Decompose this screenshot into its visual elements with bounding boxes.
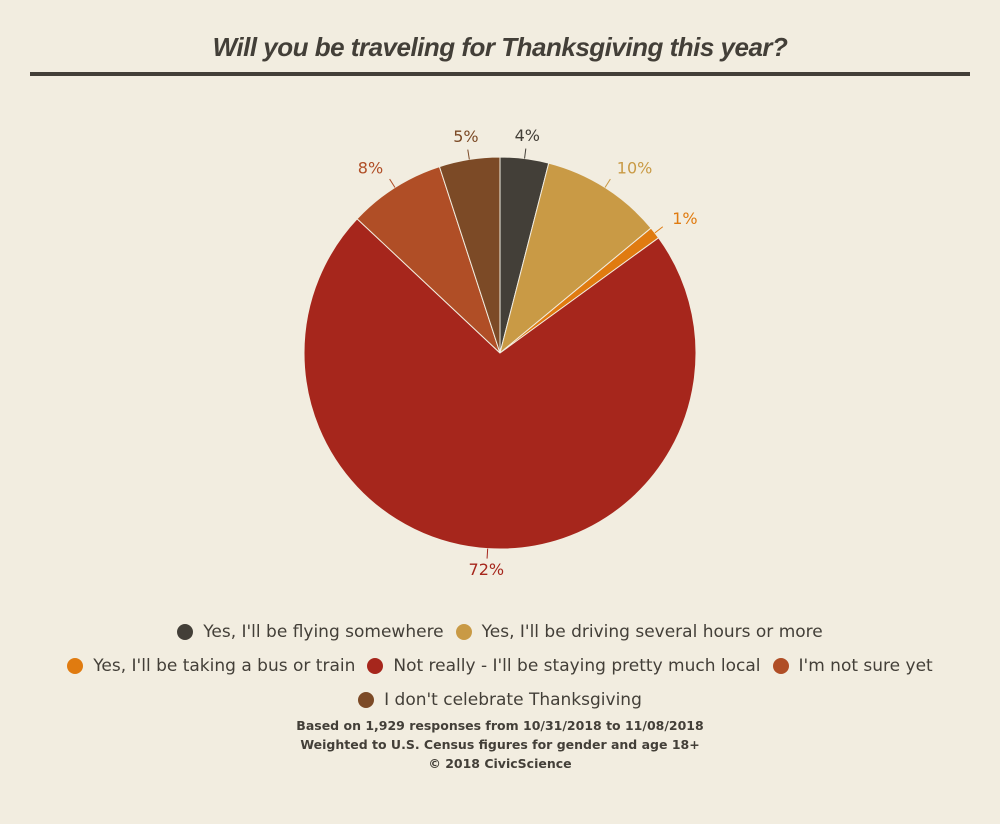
leader-line xyxy=(524,148,527,159)
legend-label: I don't celebrate Thanksgiving xyxy=(384,690,642,710)
legend-marker xyxy=(772,658,789,674)
legend-item: Yes, I'll be driving several hours or mo… xyxy=(455,622,823,642)
legend-marker xyxy=(367,658,384,674)
legend-marker xyxy=(358,692,375,708)
pie-slice xyxy=(499,162,652,355)
pie-slice xyxy=(438,156,501,354)
legend-item: Yes, I'll be taking a bus or train xyxy=(67,656,355,676)
legend-label: Yes, I'll be flying somewhere xyxy=(203,622,444,642)
leader-line xyxy=(467,149,470,160)
footnote: © 2018 CivicScience xyxy=(428,756,572,771)
footnotes: Based on 1,929 responses from 10/31/2018… xyxy=(0,716,1000,773)
legend-item: I'm not sure yet xyxy=(772,656,933,676)
legend-item: Yes, I'll be flying somewhere xyxy=(177,622,444,642)
legend-marker xyxy=(177,624,194,640)
legend-marker xyxy=(67,658,84,674)
pie-slice xyxy=(303,218,697,550)
legend-label: Not really - I'll be staying pretty much… xyxy=(393,656,761,676)
leader-line xyxy=(486,548,489,559)
legend-marker xyxy=(455,624,472,640)
data-label: 4% xyxy=(515,126,540,145)
data-label: 72% xyxy=(469,560,505,579)
leader-line xyxy=(604,178,611,188)
legend: Yes, I'll be flying somewhere Yes, I'll b… xyxy=(40,622,960,710)
pie-slice xyxy=(356,165,501,354)
footnote: Weighted to U.S. Census figures for gend… xyxy=(300,737,700,752)
data-label: 5% xyxy=(453,127,478,146)
pie-chart: 4% 10% 1% 72% 8% 5% xyxy=(303,126,698,579)
leader-line xyxy=(654,226,664,234)
legend-label: Yes, I'll be driving several hours or mo… xyxy=(481,622,823,642)
data-label: 10% xyxy=(617,158,653,177)
legend-label: I'm not sure yet xyxy=(798,656,933,676)
data-label: 1% xyxy=(672,209,697,228)
footnote: Based on 1,929 responses from 10/31/2018… xyxy=(296,718,704,733)
legend-item: Not really - I'll be staying pretty much… xyxy=(367,656,761,676)
title-rule xyxy=(30,72,970,76)
data-label: 8% xyxy=(358,158,383,177)
chart-title: Will you be traveling for Thanksgiving t… xyxy=(212,32,788,62)
legend-label: Yes, I'll be taking a bus or train xyxy=(93,656,356,676)
leader-line xyxy=(389,178,396,188)
legend-item: I don't celebrate Thanksgiving xyxy=(358,690,642,710)
